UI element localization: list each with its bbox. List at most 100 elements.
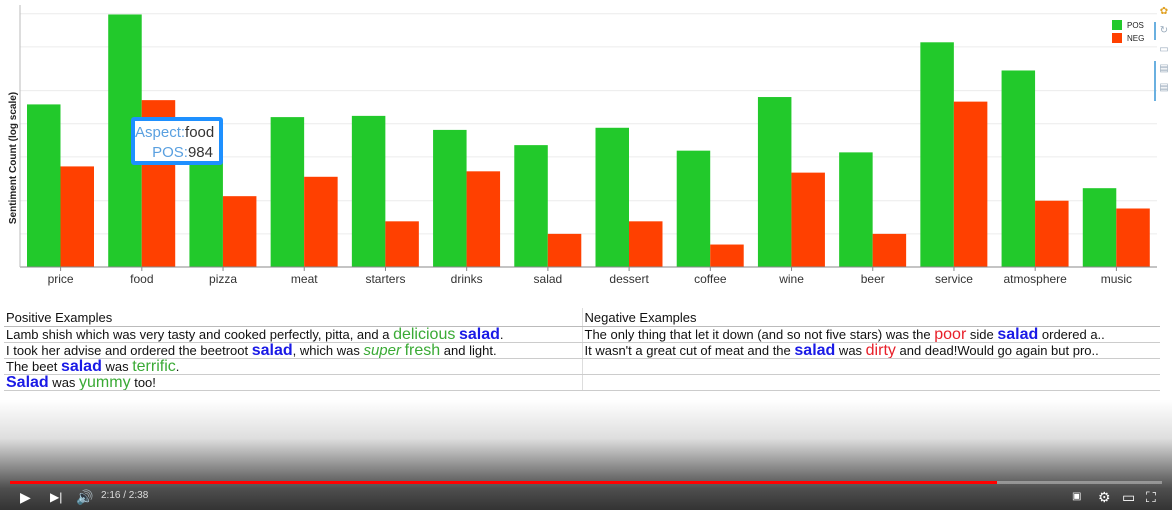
example-text: and light. xyxy=(440,343,497,358)
x-tick-labels: price food pizza meat starters drinks salad des… xyxy=(48,267,1132,286)
bar-neg-music[interactable] xyxy=(1116,208,1150,267)
example-text: I took her advise and ordered the beetro… xyxy=(6,343,252,358)
bar-pos-starters[interactable] xyxy=(351,115,386,268)
miniplayer-icon[interactable]: ▭ xyxy=(1122,489,1136,505)
examples-table: Positive Examples Negative Examples Lamb… xyxy=(4,308,1160,391)
time-display: 2:16 / 2:38 xyxy=(101,490,149,501)
example-text: It wasn't a great cut of meat and the xyxy=(584,343,795,358)
bar-neg-drinks[interactable] xyxy=(466,171,501,267)
tooltip-pos-label: POS: xyxy=(152,144,188,161)
bar-neg-beer[interactable] xyxy=(872,233,907,267)
bar-neg-wine[interactable] xyxy=(791,172,825,267)
negative-example: The only thing that let it down (and so … xyxy=(582,326,1160,343)
fullscreen-icon[interactable]: ⛶ xyxy=(1146,489,1156,505)
save-icon[interactable]: ▭ xyxy=(1159,44,1169,55)
bar-pos-price[interactable] xyxy=(27,104,61,267)
bar-neg-atmosphere[interactable] xyxy=(1035,200,1069,267)
next-icon[interactable]: ▶| xyxy=(50,490,63,504)
legend-swatch-neg[interactable] xyxy=(1112,33,1122,43)
x-tick-label-starters: starters xyxy=(365,272,405,286)
x-tick-label-meat: meat xyxy=(291,272,318,286)
bar-pos-salad[interactable] xyxy=(514,145,548,267)
bar-neg-coffee[interactable] xyxy=(710,244,744,267)
bar-pos-coffee[interactable] xyxy=(676,150,711,267)
bar-neg-service[interactable] xyxy=(953,101,988,267)
bar-pos-beer[interactable] xyxy=(839,152,873,267)
sentiment-word: poor xyxy=(934,326,967,343)
reset-icon[interactable]: ↻ xyxy=(1159,25,1169,36)
x-tick-label-atmosphere: atmosphere xyxy=(1003,272,1067,286)
aspect-term: Salad xyxy=(6,374,49,391)
positive-example: Lamb shish which was very tasty and cook… xyxy=(4,326,583,343)
play-icon[interactable]: ▶ xyxy=(20,489,31,505)
positive-examples-header: Positive Examples xyxy=(4,308,583,327)
example-text: too! xyxy=(130,375,156,390)
legend[interactable]: POS NEG xyxy=(1112,20,1144,43)
aspect-term: salad xyxy=(997,326,1039,343)
bar-neg-meat[interactable] xyxy=(304,176,338,267)
tooltip-aspect-label: Aspect: xyxy=(135,124,186,141)
legend-swatch-pos[interactable] xyxy=(1112,20,1122,30)
bar-neg-pizza[interactable] xyxy=(222,196,257,267)
x-tick-label-salad: salad xyxy=(534,272,563,286)
x-tick-label-pizza: pizza xyxy=(209,272,237,286)
legend-label-neg[interactable]: NEG xyxy=(1127,34,1144,43)
x-tick-label-coffee: coffee xyxy=(694,272,727,286)
negative-example: It wasn't a great cut of meat and the sa… xyxy=(582,342,1160,359)
example-text: The beet xyxy=(6,359,61,374)
bar-pos-drinks[interactable] xyxy=(433,129,467,267)
legend-label-pos[interactable]: POS xyxy=(1127,21,1144,30)
example-text: , which was xyxy=(292,343,364,358)
aspect-term: salad xyxy=(60,358,102,375)
comment-icon[interactable]: ▤ xyxy=(1159,82,1169,93)
captions-icon[interactable]: ▣ xyxy=(1072,491,1082,502)
bar-neg-price[interactable] xyxy=(60,166,95,267)
comment-icon[interactable]: ▤ xyxy=(1159,63,1169,74)
x-tick-label-food: food xyxy=(130,272,153,286)
progress-bar[interactable] xyxy=(10,481,1162,484)
example-text: and dead!Would go again but pro.. xyxy=(895,343,1099,358)
bar-pos-service[interactable] xyxy=(920,42,954,268)
x-tick-label-beer: beer xyxy=(861,272,885,286)
bar-pos-meat[interactable] xyxy=(270,117,305,267)
negative-examples-header: Negative Examples xyxy=(582,308,1160,327)
example-text: side xyxy=(966,327,998,342)
example-text: . xyxy=(499,327,504,342)
color-wheel-icon[interactable]: ✿ xyxy=(1159,6,1169,17)
x-tick-label-price: price xyxy=(48,272,74,286)
chart-toolbar: ✿ ↻ ▭ ▤ ▤ xyxy=(1154,6,1171,101)
bar-neg-salad[interactable] xyxy=(547,233,582,267)
bar-tooltip: Aspect:food POS:984 xyxy=(131,117,223,165)
sentiment-word: yummy xyxy=(79,374,131,391)
y-axis-label: Sentiment Count (log scale) xyxy=(8,92,19,224)
example-text: was xyxy=(835,343,866,358)
sentiment-word: dirty xyxy=(865,342,896,359)
tooltip-pos-value: 984 xyxy=(187,144,213,161)
tooltip-aspect-value: food xyxy=(185,124,215,141)
table-row: Lamb shish which was very tasty and cook… xyxy=(4,326,1160,343)
bar-pos-music[interactable] xyxy=(1082,188,1117,267)
bar-pos-wine[interactable] xyxy=(757,97,792,268)
sentiment-word: super xyxy=(363,342,401,359)
bar-neg-starters[interactable] xyxy=(385,221,419,267)
bar-pos-dessert[interactable] xyxy=(595,127,630,267)
positive-example: I took her advise and ordered the beetro… xyxy=(4,342,583,359)
bar-neg-dessert[interactable] xyxy=(629,221,663,267)
example-text: ordered a.. xyxy=(1038,327,1105,342)
positive-example: Salad was yummy too! xyxy=(4,374,583,391)
x-tick-label-drinks: drinks xyxy=(451,272,483,286)
example-text: was xyxy=(101,359,133,374)
positive-example: The beet salad was terrific. xyxy=(4,358,583,375)
x-tick-label-music: music xyxy=(1101,272,1132,286)
x-tick-label-service: service xyxy=(935,272,973,286)
bar-pos-atmosphere[interactable] xyxy=(1001,70,1036,267)
progress-fill xyxy=(10,481,998,484)
negative-example xyxy=(582,358,1160,375)
aspect-term: salad xyxy=(458,326,500,343)
settings-icon[interactable]: ⚙ xyxy=(1098,489,1111,505)
volume-icon[interactable]: 🔊 xyxy=(76,489,94,505)
aspect-term: salad xyxy=(251,342,293,359)
table-row: The beet salad was terrific. xyxy=(4,358,1160,375)
x-tick-label-dessert: dessert xyxy=(609,272,649,286)
sentiment-word: delicious xyxy=(393,326,456,343)
